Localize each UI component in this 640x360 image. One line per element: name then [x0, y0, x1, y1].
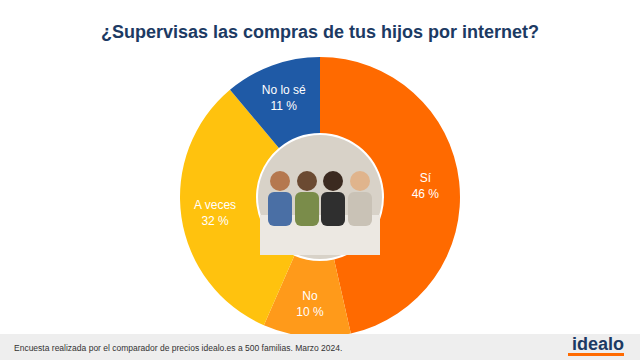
chart-container: ¿Supervisas las compras de tus hijos por… — [0, 0, 640, 360]
slice-value-label: 11 % — [271, 99, 298, 113]
chart-svg: ¿Supervisas las compras de tus hijos por… — [0, 0, 640, 360]
center-image-body — [268, 192, 292, 226]
logo-underline — [568, 353, 624, 356]
center-image-head — [270, 171, 290, 191]
title: ¿Supervisas las compras de tus hijos por… — [101, 22, 539, 42]
slice-value-label: 46 % — [412, 187, 440, 201]
slice-value-label: 32 % — [201, 214, 229, 228]
data-labels: Sí 46 % No 10 % A veces 32 % No lo sé 11 % — [194, 83, 439, 318]
background — [0, 0, 640, 360]
slices — [180, 57, 460, 337]
slice-category-label: No lo sé — [262, 83, 306, 97]
slice — [230, 57, 320, 148]
center-image-body — [295, 192, 319, 226]
center-image — [258, 135, 382, 259]
center-image-body — [321, 192, 345, 226]
logo: idealo — [572, 334, 624, 354]
footer-band — [0, 334, 640, 360]
center-image-bg — [258, 135, 382, 259]
center-image-head — [297, 171, 317, 191]
slice-value-label: 10 % — [296, 305, 324, 319]
slice-category-label: No — [302, 289, 318, 303]
slice-category-label: Sí — [420, 171, 432, 185]
center-image-head — [323, 171, 343, 191]
slice-category-label: A veces — [194, 198, 236, 212]
center-image-body — [348, 192, 372, 226]
source-note: Encuesta realizada por el comparador de … — [14, 343, 342, 353]
center-image-head — [350, 171, 370, 191]
